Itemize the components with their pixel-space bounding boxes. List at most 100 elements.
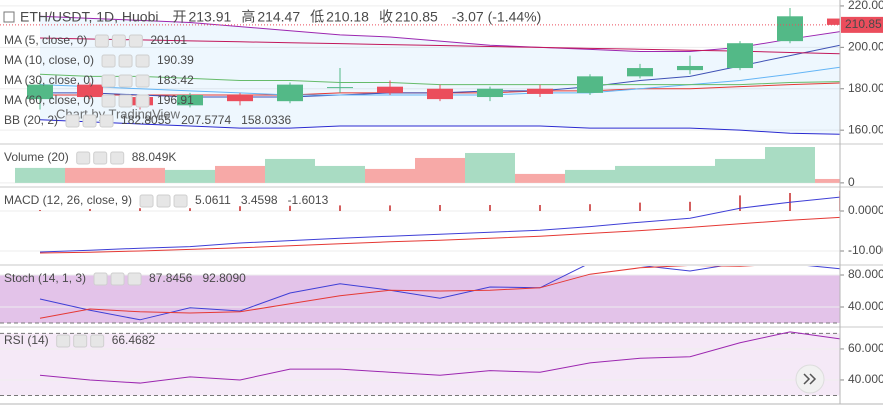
volume-bar bbox=[365, 168, 415, 183]
candle-body bbox=[477, 88, 503, 98]
y-tick-label: 160.00 bbox=[848, 122, 883, 136]
candle-body bbox=[677, 65, 703, 71]
legend-value: 3.4598 bbox=[241, 193, 278, 207]
candle-body bbox=[277, 84, 303, 102]
candle-body bbox=[777, 16, 803, 42]
legend-icon bbox=[93, 272, 108, 286]
pane bbox=[0, 331, 840, 396]
legend-icon bbox=[135, 74, 150, 88]
candle-body bbox=[77, 84, 103, 98]
chart-title: ETH/USDT, 1D, Huobi bbox=[20, 9, 158, 25]
legend-value: 196.91 bbox=[157, 93, 194, 107]
legend-icon bbox=[156, 194, 171, 208]
legend-value: 5.0611 bbox=[195, 193, 231, 207]
legend-icon bbox=[56, 334, 71, 348]
legend-value: 207.5774 bbox=[181, 113, 231, 127]
volume-bar bbox=[115, 167, 165, 183]
y-tick-label: 80.0000 bbox=[848, 267, 883, 281]
candle-body bbox=[727, 43, 753, 69]
legend-icon bbox=[139, 194, 154, 208]
candle-body bbox=[27, 84, 53, 100]
candle-body bbox=[227, 94, 253, 102]
ohlc-label: 收 bbox=[379, 9, 393, 25]
legend-icon bbox=[128, 34, 143, 48]
y-tick-label: 200.00 bbox=[848, 40, 883, 54]
indicator-line bbox=[39, 196, 840, 253]
legend-icon bbox=[90, 334, 105, 348]
scroll-to-latest-button[interactable] bbox=[795, 364, 825, 394]
last-price-label: 210.85 bbox=[845, 17, 882, 31]
pane bbox=[0, 5, 840, 135]
legend-title: MA (5, close, 0) bbox=[4, 33, 87, 47]
ohlc-label: 低 bbox=[310, 9, 324, 25]
volume-bar bbox=[815, 178, 840, 183]
legend-icon bbox=[135, 54, 150, 68]
volume-bar bbox=[265, 158, 315, 183]
volume-bar bbox=[315, 165, 365, 183]
bb-line bbox=[39, 119, 840, 135]
volume-bar bbox=[765, 147, 815, 183]
legend-icon bbox=[82, 114, 97, 128]
legend-icon bbox=[65, 114, 80, 128]
legend-icon bbox=[101, 94, 116, 108]
legend-title: MACD (12, 26, close, 9) bbox=[4, 193, 132, 207]
ma-line bbox=[39, 73, 840, 86]
ohlc-label: 高 bbox=[241, 9, 255, 25]
legend-title: MA (30, close, 0) bbox=[4, 73, 94, 87]
legend-title: MA (60, close, 0) bbox=[4, 93, 94, 107]
last-price-tag bbox=[841, 16, 883, 33]
y-tick-label: -10.0000 bbox=[848, 243, 883, 257]
candle-body bbox=[827, 18, 840, 25]
indicator-line bbox=[39, 266, 840, 321]
legend-icon bbox=[101, 54, 116, 68]
legend-value: -1.6013 bbox=[288, 193, 329, 207]
legend-icon bbox=[110, 272, 125, 286]
ohlc-label: 开 bbox=[172, 9, 186, 25]
legend-icon bbox=[135, 94, 150, 108]
legend-icon bbox=[118, 94, 133, 108]
y-tick-label: 40.0000 bbox=[848, 372, 883, 386]
legend-icon bbox=[101, 74, 116, 88]
y-tick-label: 40.0000 bbox=[848, 299, 883, 313]
legend-icon bbox=[99, 114, 114, 128]
pane bbox=[0, 147, 840, 184]
y-tick-label: 220.00 bbox=[848, 0, 883, 12]
volume-bar bbox=[215, 165, 265, 183]
volume-bar bbox=[165, 169, 215, 183]
band-fill bbox=[0, 275, 840, 323]
y-tick-label: 60.0000 bbox=[848, 341, 883, 355]
legend-title: BB (20, 2) bbox=[4, 113, 58, 127]
legend-icon bbox=[173, 194, 188, 208]
legend-value: 87.8456 bbox=[149, 271, 193, 285]
legend-icon bbox=[118, 54, 133, 68]
candle-body bbox=[427, 88, 453, 100]
legend-value: 66.4682 bbox=[112, 333, 156, 347]
indicator-line bbox=[39, 331, 840, 384]
legend-title: Stoch (14, 1, 3) bbox=[4, 271, 86, 285]
legend-icon bbox=[118, 74, 133, 88]
legend-icon bbox=[127, 272, 142, 286]
price-change: -3.07 (-1.44%) bbox=[452, 9, 541, 25]
pane bbox=[0, 190, 840, 254]
volume-bar bbox=[665, 165, 715, 183]
legend-icon bbox=[93, 151, 108, 165]
y-tick-label: 0.0000 bbox=[848, 203, 883, 217]
button-icon bbox=[803, 373, 817, 385]
ohlc-value: 210.85 bbox=[395, 9, 438, 25]
legend-icon bbox=[73, 334, 88, 348]
volume-bar bbox=[715, 158, 765, 183]
candle-body bbox=[527, 88, 553, 94]
legend-value: 158.0336 bbox=[241, 113, 291, 127]
legend-icon bbox=[76, 151, 91, 165]
candle-body bbox=[577, 76, 603, 93]
volume-bar bbox=[65, 167, 115, 183]
candle-body bbox=[627, 68, 653, 77]
legend-value: 190.39 bbox=[157, 53, 194, 67]
y-tick-label: 0 bbox=[848, 175, 855, 189]
candle-body bbox=[327, 87, 353, 89]
legend-value: 182.8055 bbox=[121, 113, 171, 127]
legend-icon bbox=[111, 34, 126, 48]
candle-body bbox=[177, 94, 203, 106]
indicator-line bbox=[39, 266, 755, 319]
volume-bar bbox=[465, 152, 515, 183]
